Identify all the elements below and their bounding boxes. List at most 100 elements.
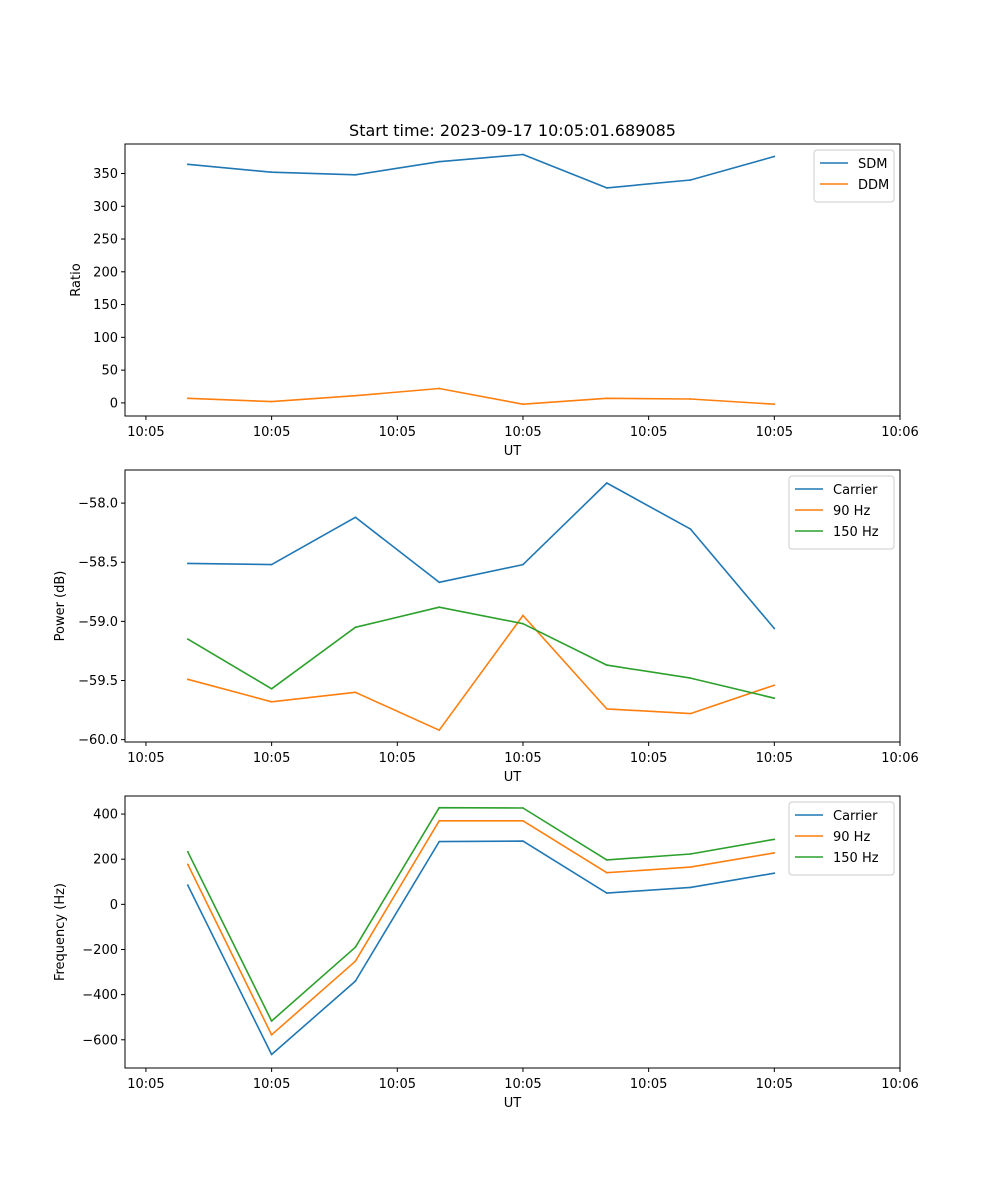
x-tick-label: 10:05 (127, 751, 164, 766)
data-point (354, 980, 357, 982)
data-point (773, 851, 776, 854)
legend-label: SDM (858, 157, 887, 172)
data-point (270, 563, 273, 566)
data-point (438, 581, 441, 584)
x-tick-label: 10:05 (630, 751, 667, 766)
data-point (773, 684, 776, 687)
data-point (689, 712, 692, 715)
legend-label: Carrier (833, 809, 878, 824)
subplot-1: Start time: 2023-09-17 10:05:01.689085 10… (69, 121, 919, 459)
x-tick-label: 10:05 (756, 425, 793, 440)
y-tick-label: −59.0 (78, 615, 118, 630)
y-tick-label: 200 (93, 853, 118, 868)
data-point (522, 819, 524, 822)
x-tick-label: 10:06 (881, 1077, 918, 1092)
data-point (438, 160, 441, 163)
x-tick-label: 10:06 (881, 751, 918, 766)
data-point (438, 729, 441, 732)
x-tick-label: 10:06 (881, 425, 918, 440)
y-tick-label: 150 (93, 298, 118, 313)
y-axis-label: Ratio (69, 263, 84, 296)
y-tick-label: 350 (93, 167, 118, 182)
data-point (605, 664, 608, 667)
data-point (354, 173, 357, 176)
data-point (522, 563, 524, 566)
data-point (186, 884, 189, 887)
y-tick-label: −58.0 (78, 497, 118, 512)
chart-title: Start time: 2023-09-17 10:05:01.689085 (349, 121, 676, 140)
legend-label: DDM (858, 178, 889, 193)
data-point (438, 840, 441, 843)
data-point (689, 866, 692, 869)
y-axis-label: Power (dB) (53, 571, 68, 642)
y-tick-label: 400 (93, 808, 118, 823)
data-point (605, 858, 608, 861)
series-line-150-hz (187, 806, 775, 1022)
data-point (522, 622, 524, 625)
data-point (354, 946, 357, 949)
x-tick-label: 10:05 (630, 1077, 667, 1092)
y-tick-label: 0 (110, 396, 118, 411)
series-line-sdm (187, 153, 775, 189)
x-tick-label: 10:05 (379, 425, 416, 440)
data-point (689, 398, 692, 400)
series-line-150-hz (187, 606, 775, 699)
y-tick-label: −600 (82, 1033, 118, 1048)
legend-label: 90 Hz (833, 830, 870, 845)
data-point (773, 697, 776, 700)
data-point (605, 707, 608, 710)
legend-label: 150 Hz (833, 851, 879, 866)
x-tick-label: 10:05 (127, 425, 164, 440)
data-point (438, 806, 441, 809)
data-point (354, 516, 357, 519)
x-tick-label: 10:05 (504, 425, 541, 440)
axes-frame (124, 795, 901, 1069)
x-axis-label: UT (504, 770, 522, 785)
data-point (522, 403, 524, 406)
x-tick-label: 10:05 (127, 1077, 164, 1092)
y-tick-label: 100 (93, 331, 118, 346)
x-tick-label: 10:05 (756, 751, 793, 766)
x-tick-label: 10:05 (504, 1077, 541, 1092)
series-line-90-hz (187, 614, 775, 732)
data-point (354, 626, 357, 629)
y-tick-label: 300 (93, 200, 118, 215)
x-tick-label: 10:05 (253, 751, 290, 766)
data-point (773, 838, 776, 841)
data-point (438, 387, 441, 390)
data-point (522, 614, 524, 617)
y-tick-label: −59.5 (78, 674, 118, 689)
legend-label: 150 Hz (833, 525, 879, 540)
data-point (270, 1033, 273, 1036)
data-point (689, 528, 692, 531)
legend: SDM DDM (813, 149, 895, 203)
data-point (186, 562, 189, 565)
y-tick-label: −58.5 (78, 556, 118, 571)
y-tick-label: 200 (93, 265, 118, 280)
x-tick-label: 10:05 (504, 751, 541, 766)
data-point (438, 606, 441, 609)
data-point (605, 892, 608, 894)
y-axis-label: Frequency (Hz) (53, 883, 68, 981)
series-line-90-hz (187, 819, 775, 1036)
axes-frame (124, 143, 901, 417)
data-point (270, 400, 273, 403)
x-tick-label: 10:05 (253, 1077, 290, 1092)
data-point (270, 1053, 273, 1056)
x-axis-label: UT (504, 444, 522, 459)
data-point (605, 397, 608, 400)
subplot-3: 10:05 10:05 10:05 10:05 10:05 10:05 10:06 −600 −… (53, 795, 919, 1111)
data-point (270, 171, 273, 174)
x-tick-label: 10:05 (630, 425, 667, 440)
legend-label: 90 Hz (833, 504, 870, 519)
data-point (773, 627, 776, 630)
data-point (773, 872, 776, 875)
y-tick-label: −60.0 (78, 733, 118, 748)
data-point (186, 850, 189, 853)
legend-label: Carrier (833, 483, 878, 498)
data-point (186, 678, 189, 681)
data-point (522, 840, 524, 843)
data-point (773, 155, 776, 158)
data-point (270, 700, 273, 703)
